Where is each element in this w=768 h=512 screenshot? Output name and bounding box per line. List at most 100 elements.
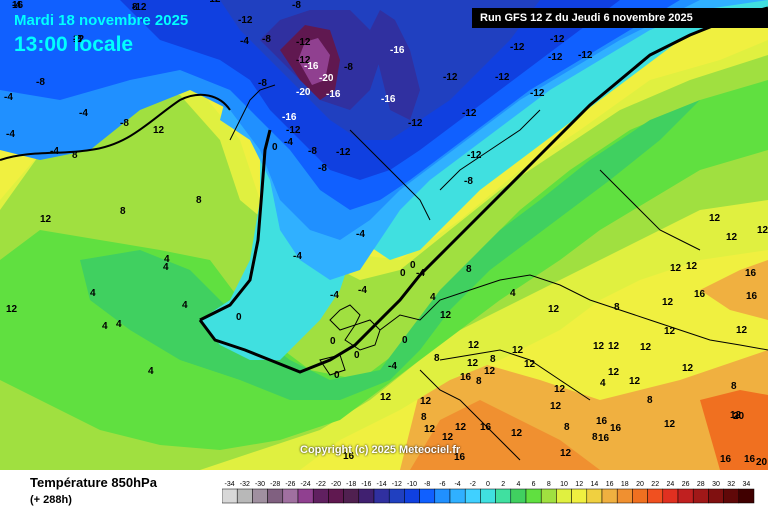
run-info: Run GFS 12 Z du Jeudi 6 novembre 2025 bbox=[472, 8, 768, 28]
scale-swatch bbox=[632, 488, 648, 504]
scale-swatch bbox=[510, 488, 527, 504]
temperature-label: 8 bbox=[72, 150, 78, 161]
temperature-label: -12 bbox=[238, 15, 253, 26]
temperature-label: 12 bbox=[420, 396, 432, 407]
temperature-labels: -4 -8 -12 -12 -4 -8 -12 -12 -8 -16 -12 -12 -12 -8 -20 -… bbox=[4, 0, 768, 468]
temperature-label: -4 bbox=[79, 108, 88, 119]
scale-swatch bbox=[723, 488, 740, 504]
temperature-label: 20 bbox=[733, 411, 745, 422]
scale-tick: 10 bbox=[560, 481, 568, 488]
temperature-label: -12 bbox=[443, 72, 458, 83]
scale-tick: -22 bbox=[316, 481, 326, 488]
temperature-label: -16 bbox=[282, 112, 297, 123]
temperature-label: 16 bbox=[746, 291, 758, 302]
map-canvas: -4 -8 -12 -12 -4 -8 -12 -12 -8 -16 -12 -12 -12 -8 -20 -… bbox=[0, 0, 768, 470]
warm-zone-east bbox=[700, 390, 768, 470]
scale-swatch bbox=[328, 488, 344, 504]
temperature-label: -20 bbox=[296, 87, 311, 98]
temperature-label: 12 bbox=[560, 448, 572, 459]
scale-tick: -6 bbox=[439, 481, 445, 488]
scale-tick: -2 bbox=[470, 481, 476, 488]
temperature-label: -8 bbox=[262, 34, 271, 45]
scale-swatch bbox=[449, 488, 466, 504]
scale-tick: 24 bbox=[667, 481, 675, 488]
scale-swatch bbox=[480, 488, 496, 504]
temperature-label: -4 bbox=[4, 92, 13, 103]
coastlines bbox=[229, 84, 768, 461]
scale-swatch bbox=[236, 488, 253, 504]
temperature-label: -12 bbox=[462, 108, 477, 119]
temperature-label: 12 bbox=[424, 424, 436, 435]
scale-swatch bbox=[540, 488, 557, 504]
scale-swatch bbox=[571, 488, 588, 504]
warm-zone-east-16 bbox=[700, 260, 768, 320]
scale-swatch bbox=[312, 488, 329, 504]
temperature-label: 12 bbox=[554, 384, 566, 395]
scale-swatch bbox=[601, 488, 618, 504]
temperature-label: 8 bbox=[132, 2, 138, 13]
temperature-label: 12 bbox=[608, 367, 620, 378]
temperature-label: -4 bbox=[330, 290, 339, 301]
scale-swatch bbox=[419, 488, 436, 504]
scale-swatch bbox=[464, 488, 481, 504]
warm-zone-20 bbox=[410, 400, 600, 470]
scale-tick: -20 bbox=[331, 481, 341, 488]
temperature-label: 8 bbox=[647, 395, 653, 406]
temperature-label: -4 bbox=[240, 36, 249, 47]
temperature-label: 12 bbox=[709, 213, 721, 224]
temperature-label: -12 bbox=[132, 2, 147, 13]
scale-swatch bbox=[495, 488, 512, 504]
temperature-label: 12 bbox=[6, 304, 18, 315]
temperature-label: -16 bbox=[390, 45, 405, 56]
forecast-date: Mardi 18 novembre 2025 bbox=[14, 12, 189, 29]
temperature-label: -12 bbox=[296, 55, 311, 66]
scale-tick: -18 bbox=[346, 481, 356, 488]
temperature-label: 16 bbox=[720, 454, 732, 465]
temperature-label: 16 bbox=[596, 416, 608, 427]
temperature-label: -12 bbox=[550, 34, 565, 45]
temperature-map: -4 -8 -12 -12 -4 -8 -12 -12 -8 -16 -12 -12 -12 -8 -20 -… bbox=[0, 0, 768, 470]
scale-swatch bbox=[556, 488, 572, 504]
temperature-label: -8 bbox=[292, 0, 301, 11]
temperature-label: -4 bbox=[416, 268, 425, 279]
temperature-label: 12 bbox=[467, 358, 479, 369]
zone-minus14b bbox=[370, 10, 420, 120]
temperature-label: 0 bbox=[334, 370, 340, 381]
scale-swatch bbox=[282, 488, 299, 504]
temperature-label: 0 bbox=[272, 142, 278, 153]
temperature-label: 12 bbox=[548, 304, 560, 315]
temperature-label: -4 bbox=[356, 229, 365, 240]
temperature-label: 12 bbox=[442, 432, 454, 443]
temperature-label: -12 bbox=[336, 147, 351, 158]
scale-tick: 14 bbox=[591, 481, 599, 488]
scale-tick: -12 bbox=[392, 481, 402, 488]
scale-swatch bbox=[388, 488, 405, 504]
temperature-label: -12 bbox=[286, 125, 301, 136]
temperature-label: -12 bbox=[578, 50, 593, 61]
temperature-label: 12 bbox=[484, 366, 496, 377]
temperature-label: -12 bbox=[296, 37, 311, 48]
temperature-label: 12 bbox=[524, 359, 536, 370]
temperature-label: 4 bbox=[430, 292, 436, 303]
scale-tick: -28 bbox=[270, 481, 280, 488]
temperature-label: -12 bbox=[467, 150, 482, 161]
temperature-label: -4 bbox=[293, 251, 302, 262]
forecast-time: 13:00 locale bbox=[14, 33, 134, 56]
temperature-label: 4 bbox=[102, 321, 108, 332]
temperature-label: 8 bbox=[421, 412, 427, 423]
temperature-label: 0 bbox=[410, 260, 416, 271]
temperature-label: 12 bbox=[593, 341, 605, 352]
temperature-label: 12 bbox=[550, 401, 562, 412]
temperature-label: 8 bbox=[120, 206, 126, 217]
temperature-label: 16 bbox=[610, 423, 622, 434]
temperature-label: -8 bbox=[120, 118, 129, 129]
temperature-label: -4 bbox=[388, 361, 397, 372]
scale-tick: -34 bbox=[225, 481, 235, 488]
temperature-label: 12 bbox=[73, 34, 85, 45]
temperature-label: -8 bbox=[258, 78, 267, 89]
scale-tick: 32 bbox=[727, 481, 735, 488]
temperature-label: 12 bbox=[670, 263, 682, 274]
temperature-label: 8 bbox=[614, 302, 620, 313]
temperature-label: 8 bbox=[434, 353, 440, 364]
scale-swatch bbox=[343, 488, 360, 504]
